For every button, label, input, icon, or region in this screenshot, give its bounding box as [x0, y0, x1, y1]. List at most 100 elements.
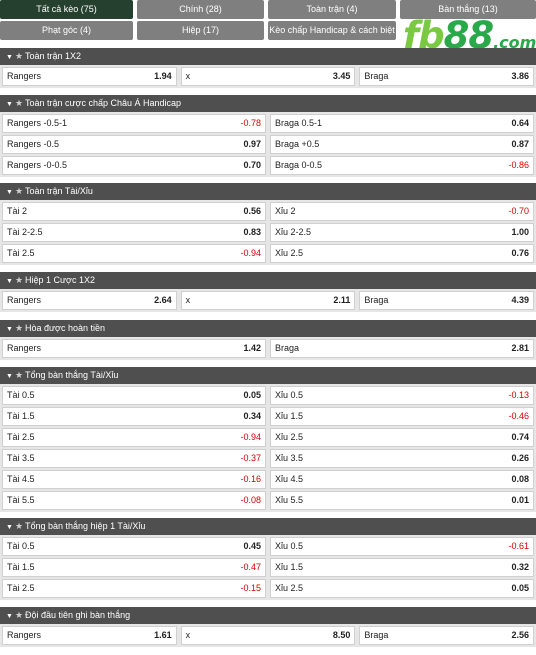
star-icon[interactable]: ★ — [15, 610, 24, 620]
odds-value: -0.70 — [508, 206, 529, 216]
odds-value: 0.70 — [243, 160, 261, 170]
chevron-down-icon[interactable]: ▼ — [6, 373, 13, 380]
odds-value: -0.86 — [508, 160, 529, 170]
section-header[interactable]: ▼ ★ Tổng bàn thắng hiệp 1 Tài/Xỉu — [0, 518, 536, 535]
odds-button[interactable]: Rangers 1.61 — [2, 626, 177, 645]
section-title: Đội đầu tiên ghi bàn thắng — [25, 610, 131, 620]
odds-button[interactable]: Tài 2.5 -0.94 — [2, 244, 266, 263]
section-header[interactable]: ▼ ★ Toàn trận 1X2 — [0, 48, 536, 65]
market-section: ▼ ★ Toàn trận Tài/Xỉu Tài 2 0.56 Xỉu 2 -0.70 Tà… — [0, 183, 536, 265]
odds-button[interactable]: Xỉu 1.5 0.32 — [270, 558, 534, 577]
selection-label: Rangers — [7, 71, 42, 81]
section-body: Rangers 1.42 Braga 2.81 — [0, 337, 536, 360]
odds-button[interactable]: Xỉu 4.5 0.08 — [270, 470, 534, 489]
odds-button[interactable]: Rangers -0.5-1 -0.78 — [2, 114, 266, 133]
odds-button[interactable]: Tài 2 0.56 — [2, 202, 266, 221]
section-header[interactable]: ▼ ★ Hòa được hoàn tiền — [0, 320, 536, 337]
odds-button[interactable]: x 3.45 — [180, 67, 356, 86]
section-header[interactable]: ▼ ★ Hiệp 1 Cược 1X2 — [0, 272, 536, 289]
chevron-down-icon[interactable]: ▼ — [6, 189, 13, 196]
selection-label: x — [185, 71, 191, 81]
odds-button[interactable]: Tài 2.5 -0.94 — [2, 428, 266, 447]
section-header[interactable]: ▼ ★ Toàn trận cược chấp Châu Á Handicap — [0, 95, 536, 112]
star-icon[interactable]: ★ — [15, 51, 24, 61]
odds-button[interactable]: Rangers 1.42 — [2, 339, 266, 358]
chevron-down-icon[interactable]: ▼ — [6, 101, 13, 108]
tab-main[interactable]: Chính (28) — [137, 0, 264, 19]
odds-button[interactable]: Tài 0.5 0.45 — [2, 537, 266, 556]
odds-button[interactable]: Xỉu 2.5 0.05 — [270, 579, 534, 598]
chevron-down-icon[interactable]: ▼ — [6, 613, 13, 620]
tab-half[interactable]: Hiệp (17) — [137, 21, 264, 40]
odds-button[interactable]: Xỉu 5.5 0.01 — [270, 491, 534, 510]
star-icon[interactable]: ★ — [15, 323, 24, 333]
odds-value: -0.15 — [240, 583, 261, 593]
tab-goals[interactable]: Bàn thắng (13) — [400, 0, 536, 19]
odds-button[interactable]: Braga 3.86 — [359, 67, 535, 86]
selection-label: Xỉu 4.5 — [275, 474, 304, 484]
tab-all-markets[interactable]: Tất cả kèo (75) — [0, 0, 133, 19]
star-icon[interactable]: ★ — [15, 275, 24, 285]
market-section: ▼ ★ Hòa được hoàn tiền Rangers 1.42 Braga 2.81 — [0, 320, 536, 360]
tab-handicap[interactable]: Kèo chấp Handicap & cách biệt (3) — [268, 21, 396, 54]
odds-button[interactable]: Xỉu 2 -0.70 — [270, 202, 534, 221]
odds-button[interactable]: Tài 4.5 -0.16 — [2, 470, 266, 489]
odds-value: -0.13 — [508, 390, 529, 400]
star-icon[interactable]: ★ — [15, 521, 24, 531]
odds-value: 3.45 — [332, 71, 351, 81]
odds-button[interactable]: Tài 0.5 0.05 — [2, 386, 266, 405]
section-header[interactable]: ▼ ★ Tổng bàn thắng Tài/Xỉu — [0, 367, 536, 384]
odds-value: -0.46 — [508, 411, 529, 421]
odds-button[interactable]: Tài 3.5 -0.37 — [2, 449, 266, 468]
odds-value: 4.39 — [511, 295, 530, 305]
odds-value: 0.97 — [243, 139, 261, 149]
odds-row: Tài 4.5 -0.16 Xỉu 4.5 0.08 — [2, 470, 534, 489]
odds-button[interactable]: Rangers -0.5 0.97 — [2, 135, 266, 154]
odds-value: 8.50 — [332, 630, 351, 640]
odds-row: Rangers 1.94 x 3.45 Braga 3.86 — [2, 67, 535, 86]
selection-label: Braga — [275, 343, 300, 353]
odds-button[interactable]: Xỉu 2.5 0.76 — [270, 244, 534, 263]
odds-button[interactable]: Braga 4.39 — [359, 291, 535, 310]
odds-button[interactable]: x 2.11 — [180, 291, 356, 310]
odds-button[interactable]: Tài 5.5 -0.08 — [2, 491, 266, 510]
chevron-down-icon[interactable]: ▼ — [6, 278, 13, 285]
chevron-down-icon[interactable]: ▼ — [6, 524, 13, 531]
star-icon[interactable]: ★ — [15, 186, 24, 196]
tab-full-time[interactable]: Toàn trận (4) — [268, 0, 396, 19]
odds-button[interactable]: Xỉu 0.5 -0.13 — [270, 386, 534, 405]
section-header[interactable]: ▼ ★ Đội đầu tiên ghi bàn thắng — [0, 607, 536, 624]
odds-button[interactable]: Tài 2-2.5 0.83 — [2, 223, 266, 242]
chevron-down-icon[interactable]: ▼ — [6, 54, 13, 61]
market-section: ▼ ★ Đội đầu tiên ghi bàn thắng Rangers 1.61 x… — [0, 607, 536, 647]
odds-row: Tài 2.5 -0.94 Xỉu 2.5 0.74 — [2, 428, 534, 447]
odds-button[interactable]: Xỉu 0.5 -0.61 — [270, 537, 534, 556]
odds-button[interactable]: x 8.50 — [180, 626, 356, 645]
odds-button[interactable]: Rangers -0-0.5 0.70 — [2, 156, 266, 175]
selection-label: Rangers — [7, 630, 42, 640]
selection-label: Braga 0-0.5 — [275, 160, 323, 170]
odds-button[interactable]: Xỉu 1.5 -0.46 — [270, 407, 534, 426]
odds-button[interactable]: Braga 2.81 — [270, 339, 534, 358]
section-title: Toàn trận Tài/Xỉu — [25, 186, 93, 196]
odds-row: Tài 0.5 0.05 Xỉu 0.5 -0.13 — [2, 386, 534, 405]
odds-button[interactable]: Xỉu 2-2.5 1.00 — [270, 223, 534, 242]
odds-button[interactable]: Tài 1.5 -0.47 — [2, 558, 266, 577]
odds-button[interactable]: Tài 2.5 -0.15 — [2, 579, 266, 598]
selection-label: Rangers -0.5-1 — [7, 118, 68, 128]
star-icon[interactable]: ★ — [15, 370, 24, 380]
odds-button[interactable]: Braga +0.5 0.87 — [270, 135, 534, 154]
odds-row: Tài 0.5 0.45 Xỉu 0.5 -0.61 — [2, 537, 534, 556]
section-header[interactable]: ▼ ★ Toàn trận Tài/Xỉu — [0, 183, 536, 200]
odds-button[interactable]: Rangers 1.94 — [2, 67, 177, 86]
star-icon[interactable]: ★ — [15, 98, 24, 108]
odds-button[interactable]: Rangers 2.64 — [2, 291, 177, 310]
odds-button[interactable]: Braga 0.5-1 0.64 — [270, 114, 534, 133]
tab-corners[interactable]: Phạt góc (4) — [0, 21, 133, 40]
odds-button[interactable]: Xỉu 3.5 0.26 — [270, 449, 534, 468]
odds-button[interactable]: Braga 2.56 — [359, 626, 535, 645]
odds-button[interactable]: Braga 0-0.5 -0.86 — [270, 156, 534, 175]
odds-button[interactable]: Tài 1.5 0.34 — [2, 407, 266, 426]
chevron-down-icon[interactable]: ▼ — [6, 326, 13, 333]
odds-button[interactable]: Xỉu 2.5 0.74 — [270, 428, 534, 447]
